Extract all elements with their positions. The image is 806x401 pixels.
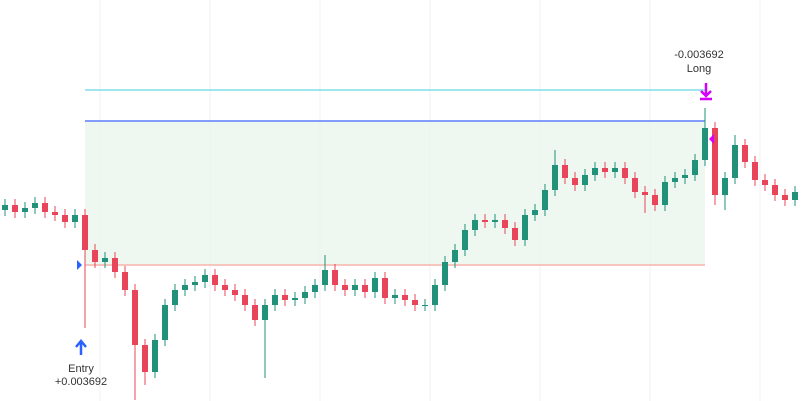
candle-body xyxy=(382,278,388,298)
candle-body xyxy=(252,305,258,320)
exit-marker xyxy=(709,134,714,144)
candle-body xyxy=(102,258,108,262)
candle-body xyxy=(792,192,798,200)
candle-body xyxy=(682,175,688,178)
candle-body xyxy=(112,258,118,272)
candle-body xyxy=(162,305,168,340)
candle-body xyxy=(312,285,318,292)
candle-body xyxy=(272,295,278,305)
candle-body xyxy=(132,290,138,345)
candle-body xyxy=(422,305,428,306)
candle-body xyxy=(342,285,348,290)
candle-body xyxy=(562,165,568,178)
candle-body xyxy=(702,128,708,160)
candle-body xyxy=(502,220,508,228)
exit-value: -0.003692 xyxy=(674,49,724,61)
candle-body xyxy=(482,220,488,222)
candle-body xyxy=(392,295,398,298)
candle-body xyxy=(742,145,748,162)
candle-body xyxy=(292,298,298,300)
candle-body xyxy=(572,178,578,185)
candle-body xyxy=(492,220,498,222)
candle-body xyxy=(202,275,208,282)
candle-body xyxy=(712,128,718,195)
candle-body xyxy=(52,212,58,215)
candle-body xyxy=(772,185,778,195)
candle-body xyxy=(302,292,308,298)
candle-body xyxy=(582,175,588,185)
candle-body xyxy=(82,215,88,250)
candle-body xyxy=(762,180,768,185)
entry-value: +0.003692 xyxy=(55,376,107,388)
candle-body xyxy=(12,205,18,212)
candle-body xyxy=(622,168,628,178)
candle-body xyxy=(242,295,248,305)
candle-body xyxy=(2,205,8,210)
candle-body xyxy=(222,285,228,290)
candle-body xyxy=(22,208,28,212)
candle-body xyxy=(362,285,368,292)
exit-arrow xyxy=(700,83,712,101)
candle-body xyxy=(592,168,598,175)
candle-body xyxy=(602,168,608,172)
candle-body xyxy=(72,215,78,222)
candle-body xyxy=(412,300,418,305)
candle-body xyxy=(632,178,638,192)
entry-label: Entry xyxy=(68,363,94,375)
candle-body xyxy=(752,162,758,180)
candle-body xyxy=(652,195,658,205)
candle-body xyxy=(332,270,338,285)
candle-body xyxy=(122,272,128,290)
candle-body xyxy=(432,285,438,305)
candle-body xyxy=(182,285,188,290)
candle-body xyxy=(92,250,98,262)
candle-body xyxy=(542,190,548,210)
candle-body xyxy=(732,145,738,178)
candle-body xyxy=(452,250,458,262)
candle-body xyxy=(172,290,178,305)
profit-zone xyxy=(85,121,705,265)
candle-body xyxy=(612,168,618,172)
candle-body xyxy=(212,275,218,285)
candle-body xyxy=(522,215,528,240)
candle-body xyxy=(192,282,198,285)
candle-body xyxy=(472,220,478,230)
candle-body xyxy=(32,203,38,208)
candle-body xyxy=(552,165,558,190)
candle-body xyxy=(42,203,48,212)
candle-body xyxy=(442,262,448,285)
candle-body xyxy=(782,195,788,200)
candle-body xyxy=(642,192,648,195)
candle-body xyxy=(282,295,288,300)
exit-label: Long xyxy=(687,63,711,75)
candle-body xyxy=(512,228,518,240)
candle-body xyxy=(532,210,538,215)
candle-body xyxy=(322,270,328,285)
candle-body xyxy=(262,305,268,320)
entry-marker xyxy=(77,260,82,270)
candle-body xyxy=(462,230,468,250)
candle-body xyxy=(352,285,358,290)
candle-body xyxy=(722,178,728,195)
entry-arrow xyxy=(75,339,87,355)
candle-body xyxy=(152,340,158,372)
candle-body xyxy=(692,160,698,175)
candle-body xyxy=(662,182,668,205)
candle-body xyxy=(372,278,378,292)
candle-body xyxy=(672,178,678,182)
candle-body xyxy=(142,345,148,372)
candle-body xyxy=(232,290,238,295)
candle-body xyxy=(402,295,408,300)
candle-body xyxy=(62,215,68,222)
